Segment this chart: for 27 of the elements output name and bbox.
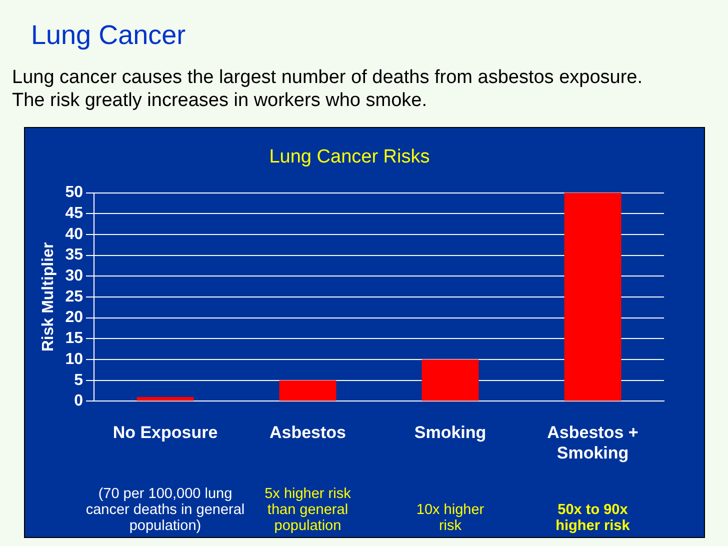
- y-tick-label: 20: [65, 309, 84, 326]
- y-tick-label: 10: [65, 350, 84, 368]
- text: 50x to 90x higher risk: [554, 502, 631, 534]
- y-tick-label: 50: [65, 184, 84, 202]
- y-tick-label: 5: [74, 372, 84, 389]
- text: (70 per 100,000 lung cancer deaths in general population): [84, 486, 246, 534]
- x-tick-label: Smoking: [414, 423, 486, 442]
- y-tick-label: 15: [65, 330, 84, 348]
- bar: [136, 397, 194, 401]
- y-tick-label: 40: [65, 226, 84, 243]
- x-tick-label: No Exposure: [112, 423, 218, 442]
- text: Lung Cancer Risks: [269, 146, 430, 168]
- x-tick-label: Asbestos + Smoking: [547, 423, 638, 462]
- x-tick-label: Asbestos: [269, 423, 346, 442]
- bar: [564, 192, 622, 401]
- text: 10x higher risk: [415, 502, 486, 534]
- chart-title: Lung Cancer: [31, 20, 186, 51]
- bar: [279, 380, 336, 401]
- text: 5x higher risk than general population: [264, 486, 352, 534]
- y-tick-label: 35: [65, 246, 84, 264]
- y-tick-label: 25: [65, 288, 84, 306]
- y-tick-label: 0: [74, 392, 84, 410]
- y-axis-title: Risk Multiplier: [40, 242, 58, 352]
- bar: [422, 360, 479, 401]
- y-tick-label: 30: [65, 268, 84, 285]
- chart-subtitle: Lung cancer causes the largest number of deaths from asbestos exposure. The risk greatly increases in workers who smoke.: [12, 66, 644, 112]
- y-tick-label: 45: [65, 205, 84, 222]
